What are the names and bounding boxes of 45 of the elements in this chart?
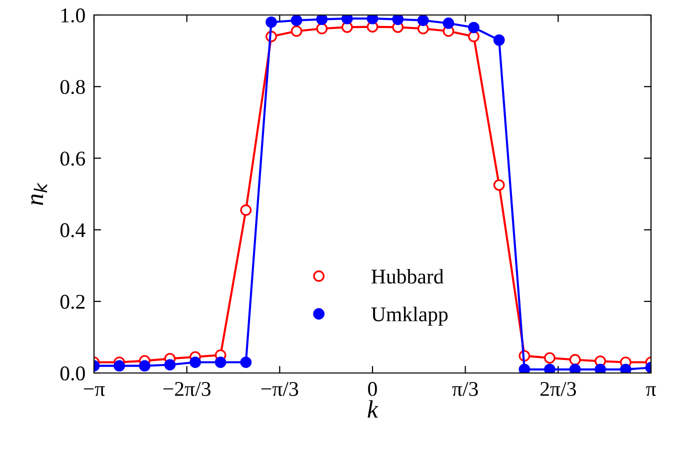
x-tick-label: π	[646, 386, 656, 396]
x-tick-label: π/3	[452, 382, 478, 396]
point	[114, 360, 126, 372]
point	[240, 356, 252, 368]
point	[164, 359, 176, 370]
y-tick-label: 0.6	[60, 152, 86, 166]
point	[417, 15, 429, 26]
point	[493, 179, 505, 191]
point	[214, 356, 226, 368]
x-tick-label: −2π/3	[163, 382, 210, 396]
point	[366, 15, 378, 24]
legend-label: Umklapp	[371, 306, 448, 326]
y-axis-title: n$_{k}$	[31, 182, 48, 205]
point	[569, 354, 581, 366]
point	[620, 364, 632, 373]
x-axis-title: k	[368, 400, 378, 418]
point	[240, 204, 252, 216]
legend-label: Hubbard	[372, 268, 444, 284]
x-tick-label: −π	[84, 386, 105, 396]
point	[190, 356, 201, 368]
x-tick-label: 0	[368, 382, 377, 396]
x-tick-label: 2π/3	[540, 382, 576, 396]
point	[266, 16, 277, 28]
point	[468, 22, 480, 34]
y-tick-label: 0.0	[60, 366, 85, 381]
point	[594, 364, 606, 373]
point	[290, 25, 302, 37]
point	[341, 15, 353, 24]
x-tick-label: −π/3	[261, 382, 298, 396]
point	[138, 360, 150, 372]
point	[544, 352, 556, 364]
y-tick-label: 0.2	[60, 294, 85, 309]
point	[468, 30, 480, 42]
point	[544, 364, 556, 373]
point	[569, 364, 581, 373]
point	[493, 34, 505, 46]
point	[316, 22, 328, 34]
point	[518, 364, 530, 373]
point	[290, 15, 302, 26]
y-tick-label: 0.8	[60, 80, 85, 94]
point	[442, 18, 454, 29]
y-tick-label: 1.0	[61, 8, 85, 23]
point	[392, 15, 404, 25]
point	[316, 15, 328, 25]
y-tick-label: 0.4	[60, 223, 86, 238]
